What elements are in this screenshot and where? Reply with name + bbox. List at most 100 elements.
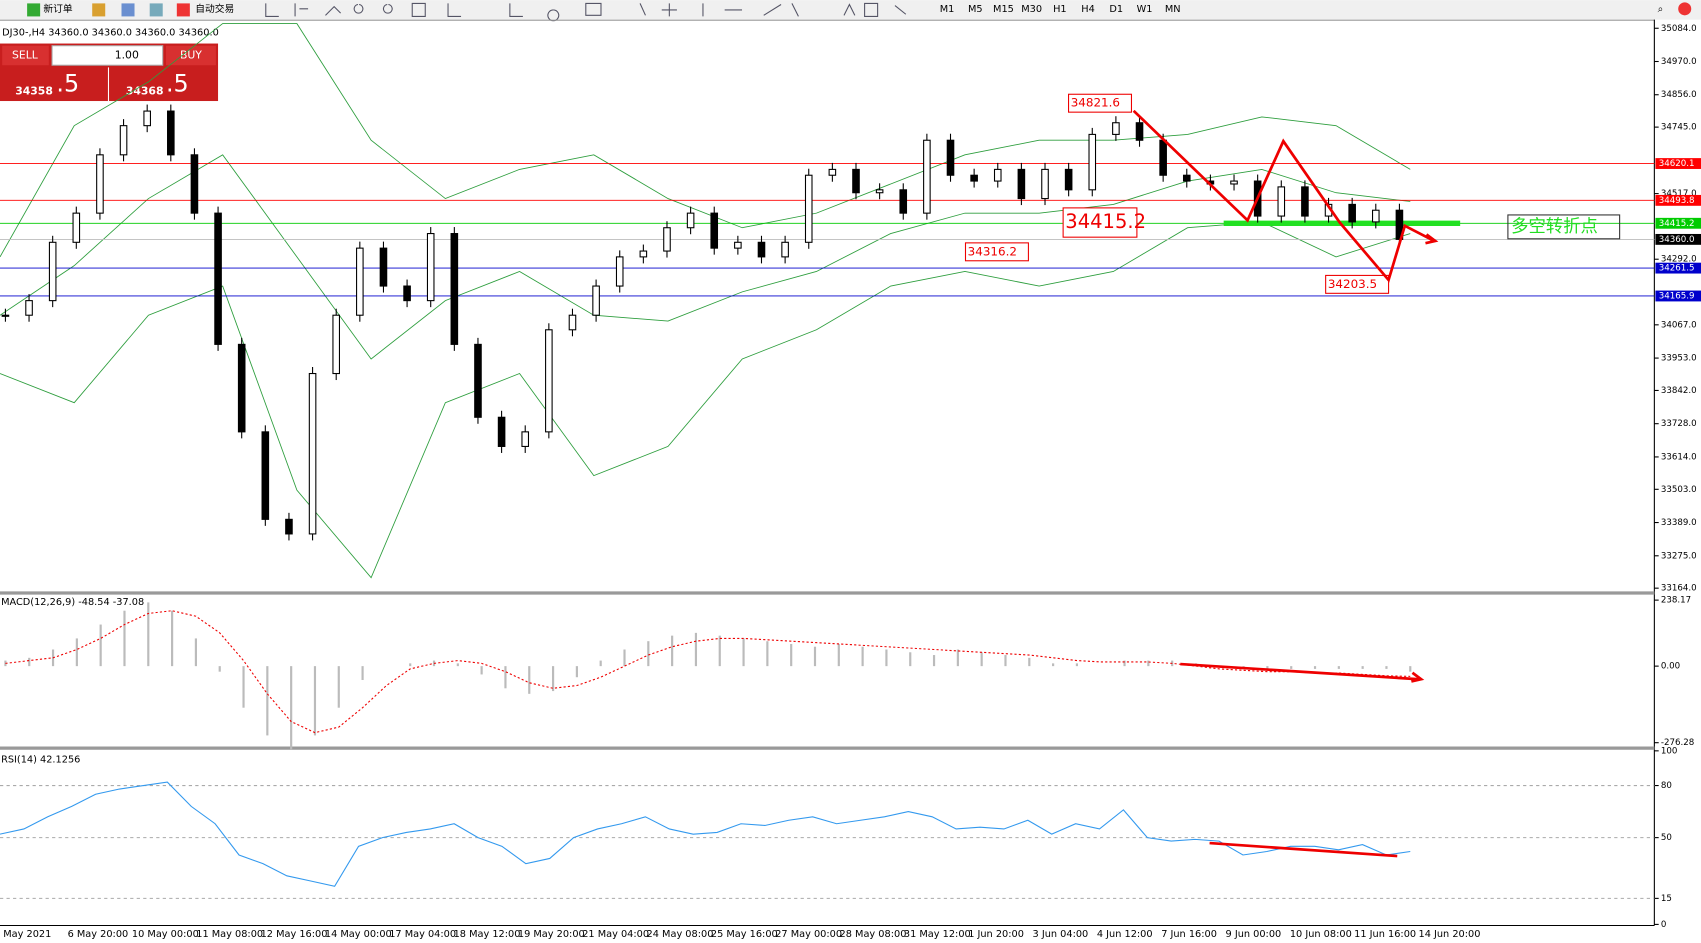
annotation-box: [1325, 274, 1390, 294]
macd-bar: [718, 635, 721, 667]
toolbar: [0, 0, 1701, 20]
y-tick-label: 34517.0: [1661, 189, 1697, 199]
candle: [356, 247, 364, 316]
timeframe[interactable]: M30: [1021, 4, 1042, 15]
candle: [545, 329, 553, 433]
candle: [1230, 180, 1238, 185]
candle: [379, 247, 388, 287]
annotation: 34415.2: [1065, 210, 1146, 233]
candle: [568, 314, 577, 331]
macd-bar: [242, 666, 245, 708]
candle: [119, 125, 128, 156]
timeframe[interactable]: M1: [940, 4, 955, 15]
x-tick-label: 10 Jun 08:00: [1290, 929, 1352, 940]
x-tick-label: 9 Jun 00:00: [1226, 929, 1282, 940]
sell-label[interactable]: SELL: [12, 48, 38, 61]
candle: [1, 314, 10, 317]
macd-bar: [456, 663, 459, 667]
y-tick-label: 33389.0: [1661, 518, 1697, 528]
indicator-title: MACD(12,26,9) -48.54 -37.08: [1, 597, 144, 608]
macd-bar: [480, 666, 483, 675]
annotation: 34821.6: [1071, 96, 1120, 110]
y-tick-label: -276.28: [1661, 738, 1694, 748]
macd-bar: [1337, 666, 1340, 669]
candle: [828, 168, 837, 176]
x-tick-label: 24 May 08:00: [647, 929, 714, 940]
candle: [308, 372, 317, 535]
x-tick-label: 21 May 04:00: [582, 929, 649, 940]
alert-icon[interactable]: [1678, 2, 1692, 16]
candle: [1112, 122, 1120, 135]
annotation-box: [964, 242, 1029, 262]
macd-bar: [885, 649, 888, 667]
macd-bar: [337, 666, 340, 708]
macd-bar: [837, 643, 840, 667]
x-tick-label: 18 May 12:00: [454, 929, 521, 940]
new-order-icon[interactable]: [27, 3, 41, 17]
timeframe[interactable]: M5: [968, 4, 983, 15]
new-order[interactable]: 新订单: [43, 2, 72, 15]
note: 多空转折点: [1511, 217, 1598, 237]
buy-label[interactable]: BUY: [180, 48, 202, 61]
annotation-box: [1062, 207, 1138, 238]
ask-tail[interactable]: .5: [166, 69, 189, 97]
macd-bar: [575, 666, 578, 678]
x-tick-label: 17 May 04:00: [389, 929, 456, 940]
candle: [710, 212, 719, 249]
y-tick-label: 34292.0: [1661, 255, 1697, 265]
level-label: 34620.1: [1659, 159, 1695, 169]
icon[interactable]: [92, 3, 106, 17]
candle: [1371, 209, 1380, 223]
x-tick-label: 31 May 12:00: [904, 929, 971, 940]
bid-price[interactable]: 34358: [15, 84, 53, 97]
candle: [923, 139, 931, 214]
macd-bar: [1361, 666, 1364, 669]
y-tick-label: 0: [1661, 920, 1667, 930]
candle: [757, 241, 766, 258]
macd-bar: [1290, 666, 1293, 669]
y-tick-label: 33614.0: [1661, 452, 1697, 462]
timeframe[interactable]: M15: [993, 4, 1014, 15]
level-label: 34415.2: [1659, 219, 1695, 229]
x-tick-label: 6 May 20:00: [68, 929, 129, 940]
timeframe[interactable]: H4: [1081, 4, 1095, 15]
y-tick-label: 33953.0: [1661, 354, 1697, 364]
y-tick-label: 100: [1661, 746, 1678, 756]
candle: [261, 431, 270, 520]
macd-bar: [28, 657, 31, 667]
bid-tail[interactable]: .5: [56, 69, 79, 97]
timeframe[interactable]: D1: [1109, 4, 1123, 15]
candle: [167, 110, 175, 156]
auto-trade-icon[interactable]: [176, 3, 190, 17]
auto-trade[interactable]: 自动交易: [195, 2, 234, 15]
y-tick-label: 33275.0: [1661, 551, 1697, 561]
icon[interactable]: [121, 3, 135, 17]
x-tick-label: 11 Jun 16:00: [1354, 929, 1416, 940]
ask-price[interactable]: 34368: [126, 84, 164, 97]
candle: [332, 314, 340, 375]
icon[interactable]: [149, 3, 163, 17]
candle: [1348, 203, 1356, 223]
timeframe[interactable]: W1: [1137, 4, 1153, 15]
buy-button[interactable]: [165, 45, 216, 66]
level-label: 34261.5: [1659, 264, 1695, 274]
macd-bar: [528, 666, 531, 694]
candle: [403, 285, 411, 302]
timeframe[interactable]: MN: [1165, 4, 1181, 15]
volume-input[interactable]: [51, 45, 164, 66]
candle: [639, 250, 648, 258]
search-icon[interactable]: ⌕: [1658, 4, 1663, 15]
candle: [1017, 168, 1026, 200]
bollinger: [0, 23, 1411, 579]
volume[interactable]: 1.00: [115, 48, 139, 61]
candle: [615, 256, 624, 287]
macd-bar: [99, 624, 102, 667]
macd-bar: [790, 643, 793, 667]
macd-bar: [694, 632, 698, 667]
level-tag: [1655, 217, 1701, 229]
macd-bar: [671, 635, 674, 667]
annotation-box: [1068, 93, 1133, 113]
sell-button[interactable]: [2, 45, 49, 66]
timeframe[interactable]: H1: [1053, 4, 1067, 15]
y-tick-label: 80: [1661, 781, 1672, 791]
